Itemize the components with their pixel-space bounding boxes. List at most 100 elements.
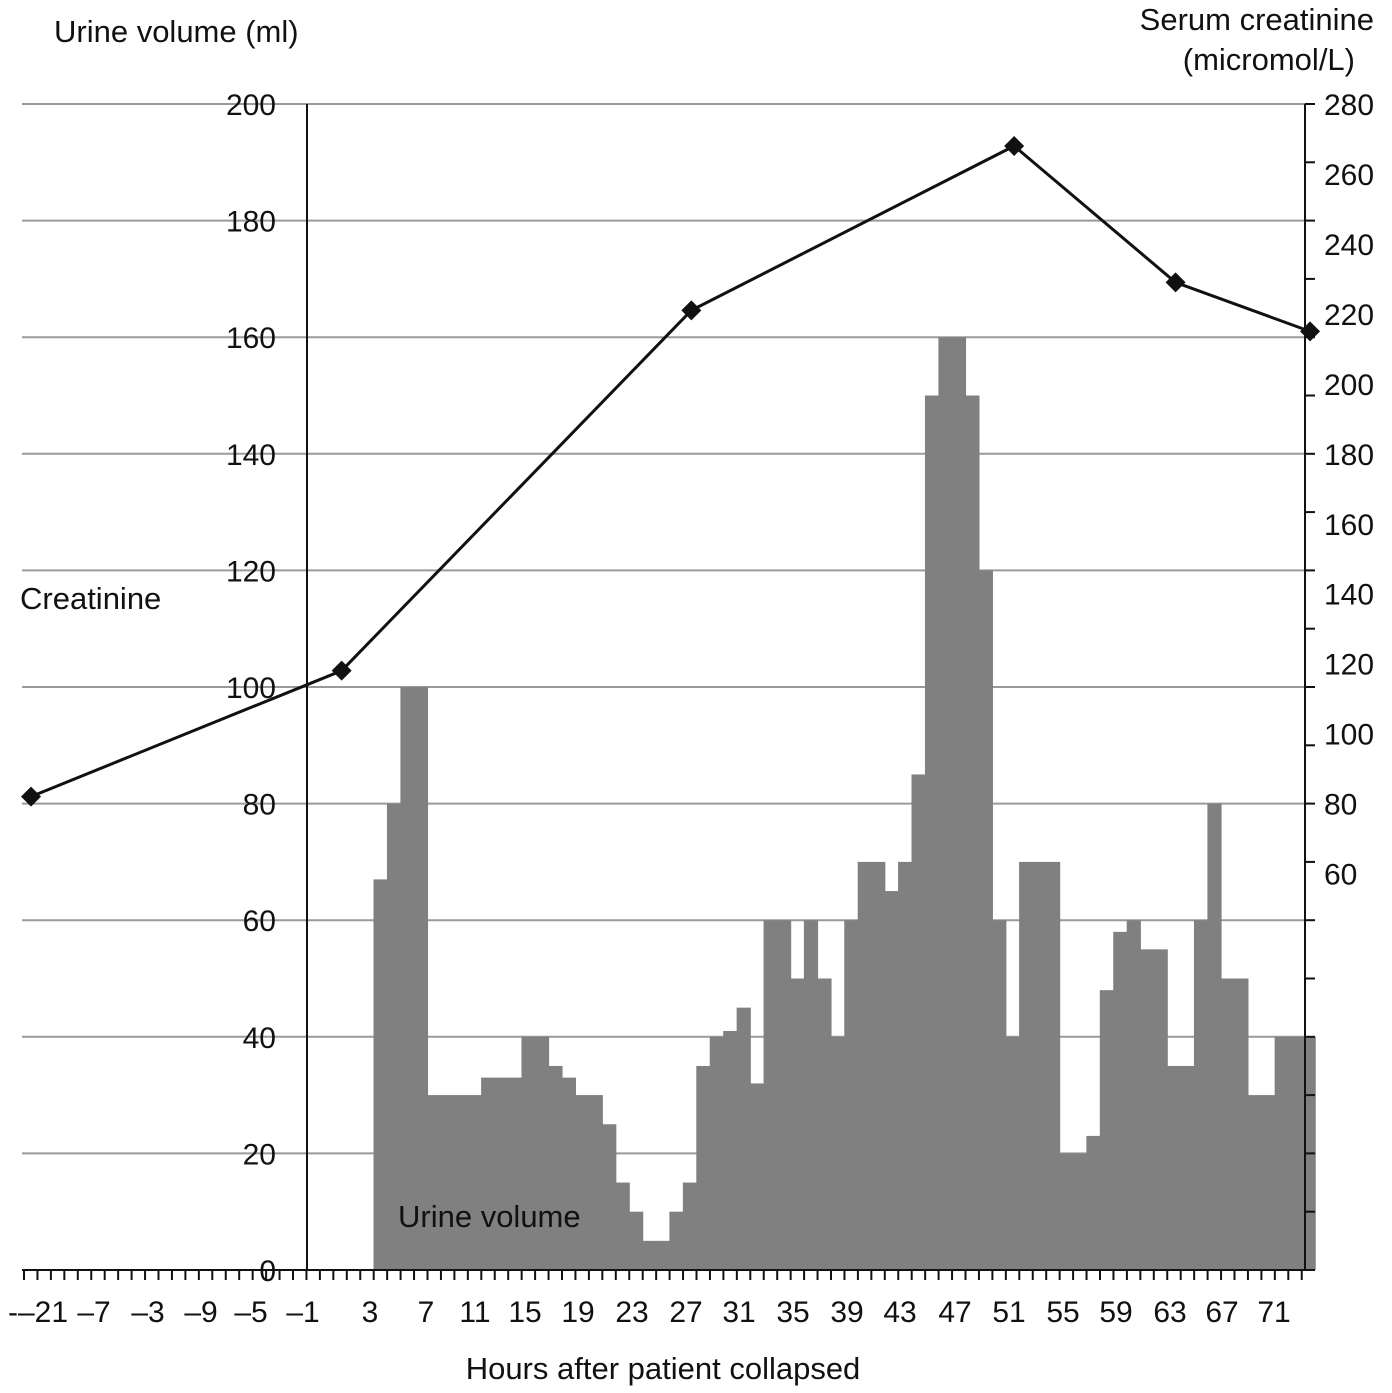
creatinine-marker <box>1004 135 1025 156</box>
left-axis-tick-label: 200 <box>226 89 276 122</box>
x-axis-tick-label: –3 <box>131 1296 164 1329</box>
urine-volume-bar <box>1072 1153 1088 1270</box>
urine-volume-bar <box>615 1182 630 1270</box>
right-axis-tick-label: 200 <box>1324 369 1374 402</box>
right-axis-title-line2: (micromol/L) <box>1183 42 1355 77</box>
urine-volume-bar <box>427 1095 442 1270</box>
urine-volume-bar <box>830 1036 845 1270</box>
urine-volume-bar <box>911 774 926 1270</box>
creatinine-marker <box>1165 272 1186 293</box>
urine-volume-bar <box>561 1077 576 1270</box>
urine-volume-bar <box>1207 803 1222 1270</box>
urine-volume-bar <box>655 1240 671 1270</box>
x-axis-tick-label: 11 <box>459 1296 490 1329</box>
urine-volume-bar <box>1046 861 1061 1270</box>
urine-volume-bar <box>992 920 1007 1270</box>
urine-volume-bar <box>400 687 415 1270</box>
x-axis-tick-label: 19 <box>561 1296 594 1329</box>
urine-volume-bar <box>494 1077 509 1270</box>
right-axis-tick-label: 120 <box>1324 649 1374 682</box>
urine-volume-bar <box>736 1007 751 1270</box>
urine-volume-bar <box>1153 949 1168 1270</box>
urine-volume-bar <box>898 861 913 1270</box>
x-axis-tick-label: 43 <box>883 1296 916 1329</box>
urine-volume-bars <box>373 337 1316 1270</box>
x-axis-tick-label: 67 <box>1205 1296 1238 1329</box>
urine-volume-bar <box>1099 990 1114 1270</box>
x-axis-tick-label: 31 <box>722 1296 755 1329</box>
urine-volume-bar <box>1180 1065 1195 1270</box>
urine-volume-bar <box>1234 978 1249 1270</box>
urine-volume-bar <box>588 1095 603 1270</box>
x-axis-tick-label: 27 <box>669 1296 702 1329</box>
x-axis-title: Hours after patient collapsed <box>466 1351 861 1386</box>
x-axis-tick-label: 39 <box>830 1296 863 1329</box>
urine-volume-bar <box>871 861 886 1270</box>
urine-volume-bar <box>575 1095 590 1270</box>
left-axis-tick-label: 80 <box>243 789 276 822</box>
right-axis-tick-label: 280 <box>1324 89 1374 122</box>
urine-volume-bar <box>844 920 859 1270</box>
urine-volume-bar <box>763 920 778 1270</box>
urine-volume-bar <box>723 1030 738 1270</box>
x-axis-tick-label: 35 <box>776 1296 809 1329</box>
urine-volume-bar <box>454 1095 469 1270</box>
right-axis-tick-label: 80 <box>1324 789 1357 822</box>
urine-volume-bar <box>373 879 388 1270</box>
urine-volume-bar <box>1005 1036 1020 1270</box>
urine-volume-bar <box>413 687 429 1270</box>
left-axis-tick-label: 120 <box>226 555 276 588</box>
right-axis-tick-label: 240 <box>1324 229 1374 262</box>
creatinine-marker <box>1300 321 1321 342</box>
gridlines <box>22 103 1305 1155</box>
urine-volume-bar <box>1059 1153 1074 1270</box>
x-axis-tick-label: –9 <box>184 1296 217 1329</box>
urine-volume-bar <box>642 1240 657 1270</box>
urine-volume-bar <box>669 1211 684 1270</box>
urine-volume-bar <box>1032 861 1047 1270</box>
urine-volume-bar <box>1140 949 1155 1270</box>
right-axis-tick-label: 260 <box>1324 159 1374 192</box>
creatinine-line <box>21 135 1321 807</box>
urine-volume-bar <box>750 1083 765 1270</box>
urine-volume-bar <box>951 337 967 1270</box>
left-axis-tick-label: 140 <box>226 439 276 472</box>
urine-volume-bar <box>1288 1036 1303 1270</box>
left-axis-tick-label: 0 <box>259 1255 276 1288</box>
urine-volume-bar <box>1220 978 1236 1270</box>
urine-volume-bar <box>534 1036 550 1270</box>
urine-volume-bar <box>1247 1095 1262 1270</box>
urine-volume-bar <box>709 1036 724 1270</box>
right-axis-tick-label: 100 <box>1324 719 1374 752</box>
urine-volume-bar <box>1193 920 1209 1270</box>
left-axis-tick-label: 40 <box>243 1022 276 1055</box>
urine-volume-bar <box>629 1211 644 1270</box>
creatinine-line-path <box>30 144 1311 798</box>
x-axis-tick-label: 15 <box>508 1296 541 1329</box>
x-axis-tick-label: 59 <box>1099 1296 1132 1329</box>
urine-volume-bar <box>521 1036 536 1270</box>
urine-volume-bar <box>884 891 899 1270</box>
x-axis-tick-label: 3 <box>362 1296 379 1329</box>
left-axis-title: Urine volume (ml) <box>54 14 299 49</box>
urine-volume-bar <box>938 337 953 1270</box>
creatinine-series-label: Creatinine <box>20 581 161 616</box>
urine-volume-bar <box>548 1065 563 1270</box>
right-axis-tick-label: 220 <box>1324 299 1374 332</box>
left-axis-tick-label: 20 <box>243 1138 276 1171</box>
x-axis-tick-label: –7 <box>77 1296 110 1329</box>
urine-volume-bar <box>602 1124 617 1270</box>
x-axis-tick-label: 51 <box>992 1296 1025 1329</box>
urine-volume-bar <box>803 920 819 1270</box>
urine-volume-bar <box>817 978 832 1270</box>
urine-volume-bar <box>481 1077 496 1270</box>
x-axis-tick-label: –5 <box>234 1296 267 1329</box>
urine-volume-bar <box>1126 920 1141 1270</box>
creatinine-marker <box>681 300 702 321</box>
urine-volume-bar <box>790 978 805 1270</box>
x-axis-tick-label: 23 <box>615 1296 648 1329</box>
x-axis-tick-label: 47 <box>938 1296 971 1329</box>
right-axis-tick-label: 160 <box>1324 509 1374 542</box>
urine-volume-bar <box>965 395 980 1270</box>
